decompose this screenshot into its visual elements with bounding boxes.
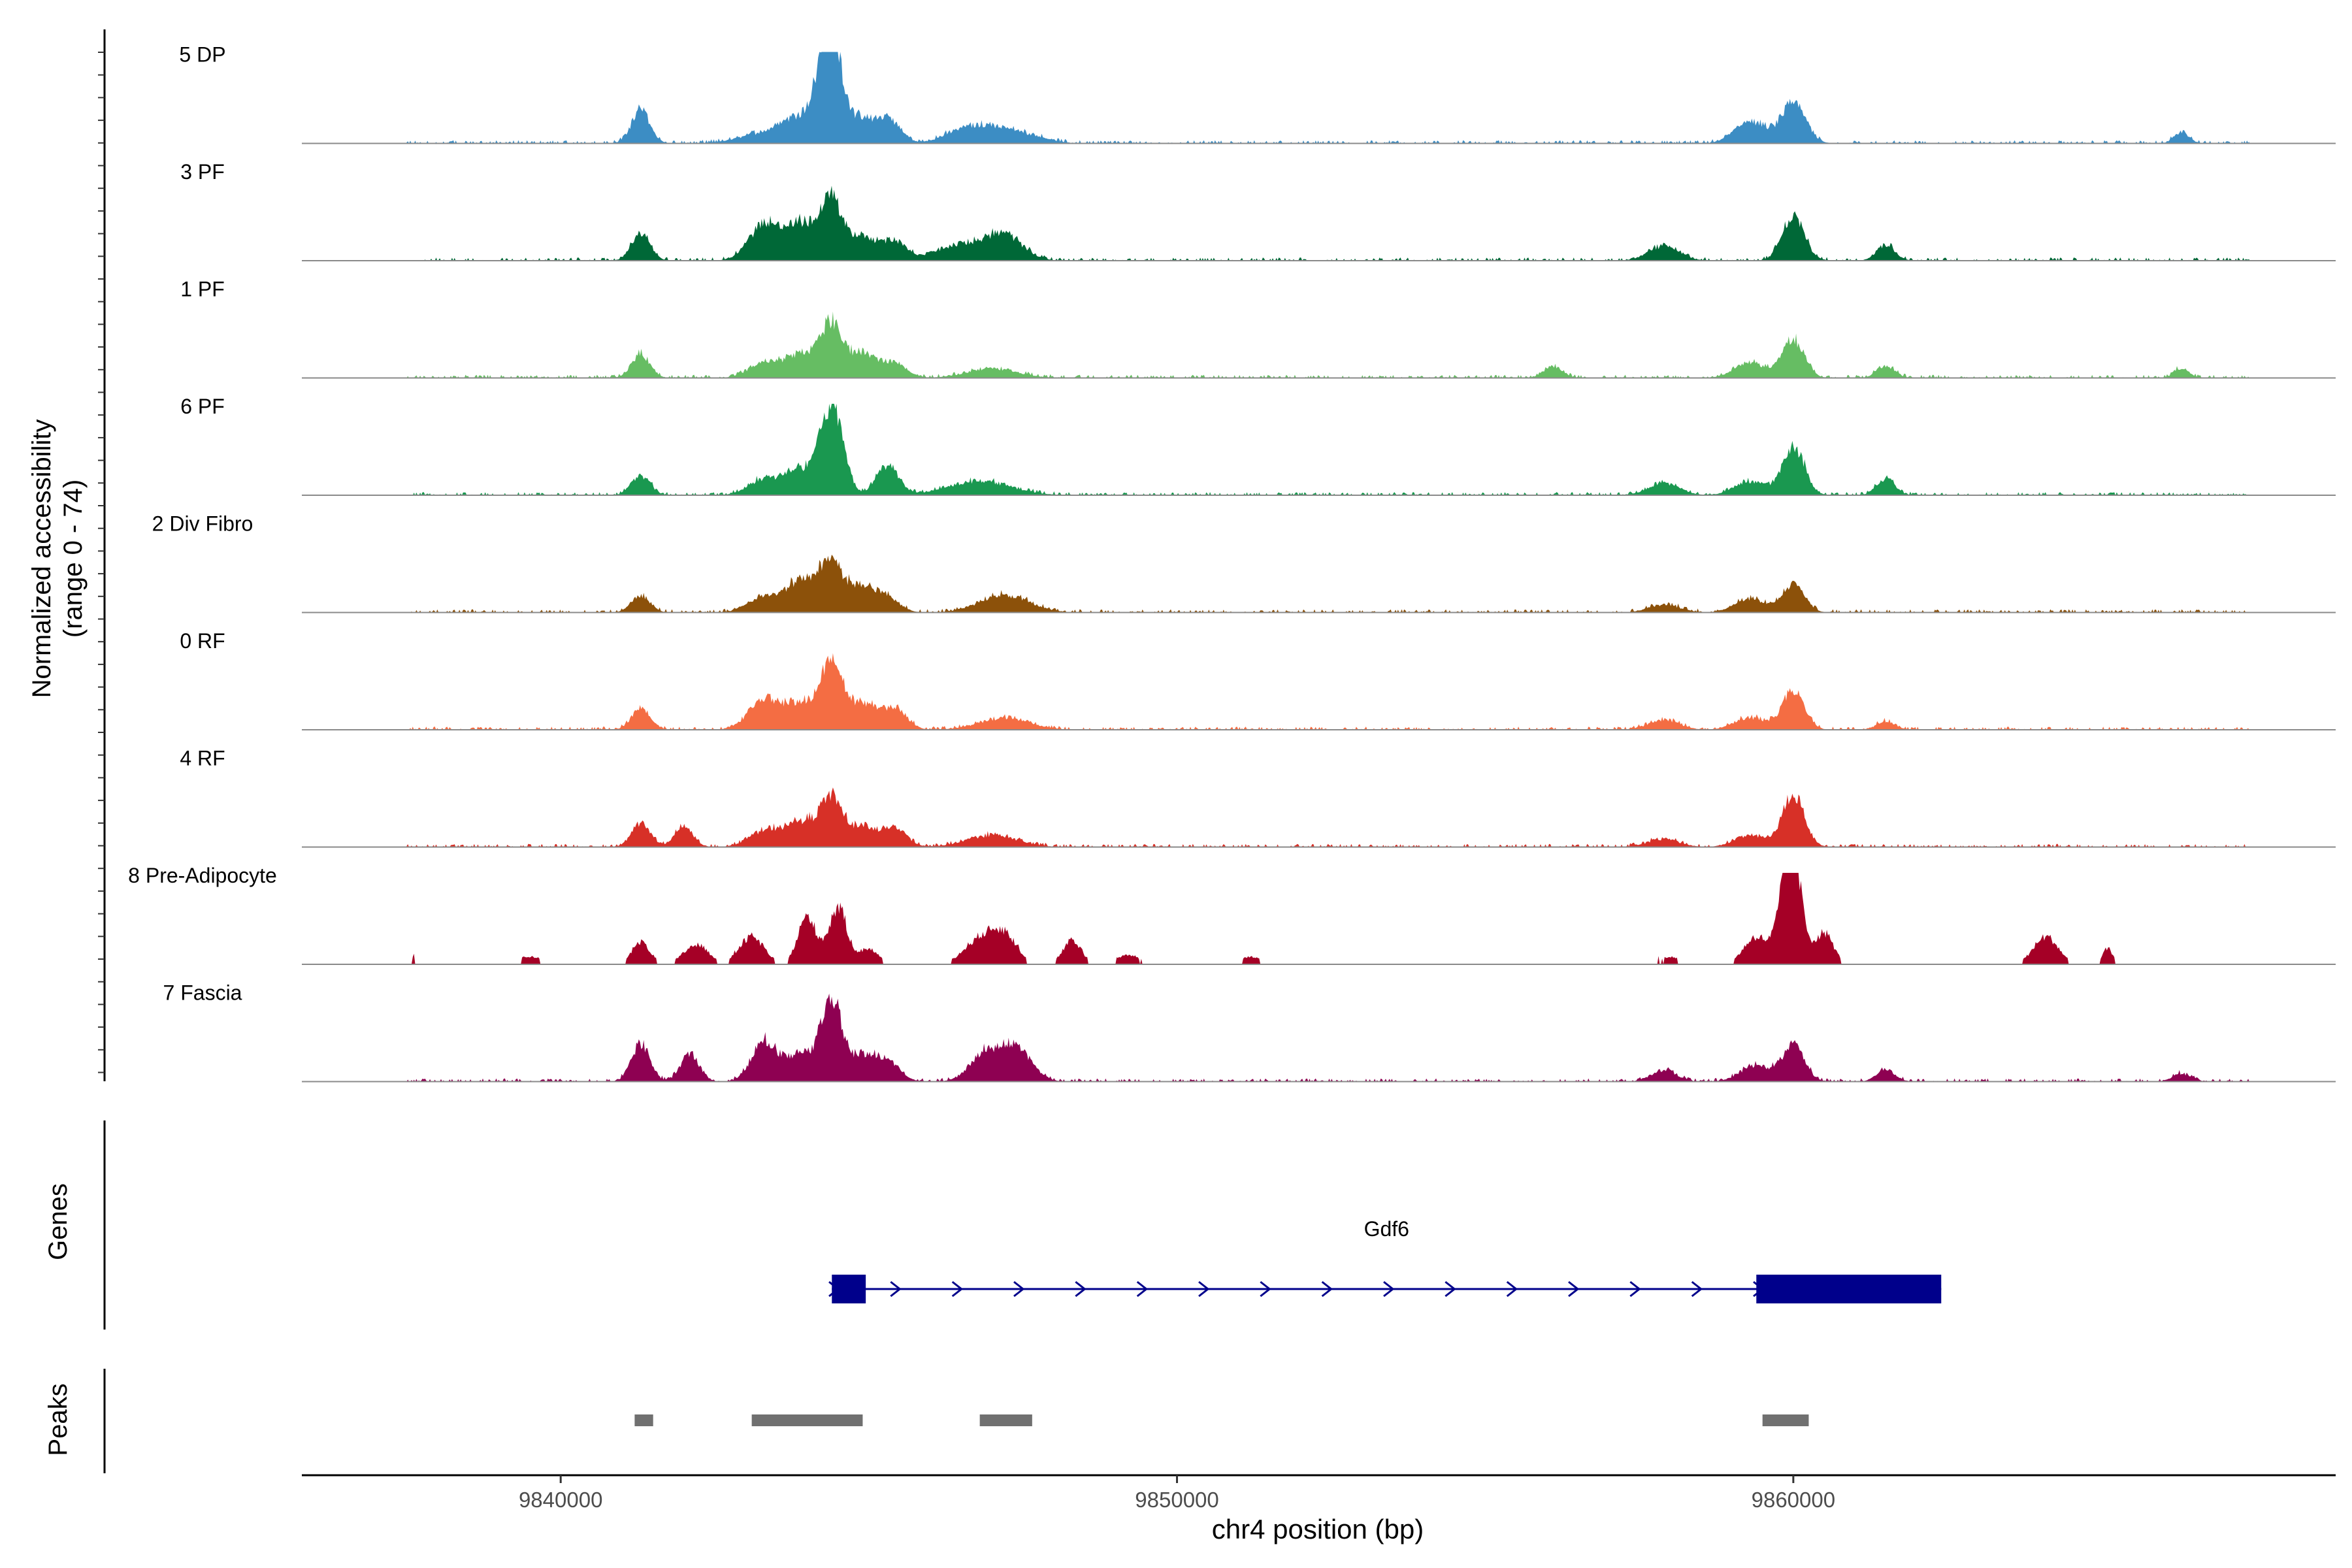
strand-arrow	[1445, 1281, 1456, 1298]
strand-arrow	[1506, 1281, 1518, 1298]
strand-arrow	[1691, 1281, 1703, 1298]
strand-arrow	[951, 1281, 964, 1298]
strand-arrow	[1013, 1281, 1025, 1298]
y-axis-label: Normalized accessibility	[27, 419, 56, 698]
genes-track-label: Genes	[44, 1183, 73, 1260]
strand-arrow	[1321, 1281, 1333, 1298]
coverage-tracks: 5 DP 3 PF 1 PF 6 PF 2 Div Fibro 0 RF 4 RF 8 Pre…	[128, 43, 2336, 1083]
peak-region	[1762, 1414, 1809, 1426]
gene-gdf6: Gdf6	[828, 1217, 1942, 1303]
track-label: 8 Pre-Adipocyte	[128, 864, 277, 887]
genes-track: Gdf6	[103, 1120, 1942, 1330]
strand-arrow	[1198, 1281, 1210, 1298]
track-label: 6 PF	[180, 395, 225, 418]
track-4-rf: 4 RF	[180, 747, 2336, 848]
track-signal	[406, 787, 2249, 847]
peak-region	[634, 1414, 653, 1426]
track-signal	[406, 311, 2249, 378]
track-7-fascia: 7 Fascia	[163, 981, 2336, 1083]
track-signal	[406, 404, 2249, 495]
y-axis	[98, 29, 106, 1081]
peaks-track-label: Peaks	[44, 1383, 73, 1456]
track-label: 4 RF	[180, 747, 225, 770]
track-label: 7 Fascia	[163, 981, 242, 1005]
x-tick-label: 9840000	[519, 1488, 602, 1512]
x-axis-label: chr4 position (bp)	[1212, 1514, 1424, 1544]
track-signal	[406, 52, 2249, 144]
track-signal	[406, 873, 2249, 964]
track-signal	[406, 555, 2249, 613]
track-signal	[406, 186, 2249, 261]
track-2-div-fibro: 2 Div Fibro	[152, 512, 2336, 613]
gene-exon	[1756, 1275, 1942, 1303]
strand-arrow	[890, 1281, 902, 1298]
track-label: 2 Div Fibro	[152, 512, 253, 536]
track-label: 0 RF	[180, 629, 225, 653]
gene-exon	[832, 1275, 866, 1303]
peak-region	[751, 1414, 863, 1426]
y-axis-range-label: (range 0 - 74)	[59, 480, 88, 638]
strand-arrow	[1383, 1281, 1395, 1298]
track-label: 3 PF	[180, 160, 225, 184]
track-6-pf: 6 PF	[180, 395, 2336, 496]
strand-arrow	[1075, 1281, 1086, 1298]
track-0-rf: 0 RF	[180, 629, 2336, 730]
strand-arrow	[1629, 1281, 1641, 1298]
peak-region	[979, 1414, 1032, 1426]
strand-arrow	[1260, 1281, 1271, 1298]
track-1-pf: 1 PF	[180, 278, 2336, 379]
strand-arrow	[1136, 1281, 1149, 1298]
track-3-pf: 3 PF	[180, 160, 2336, 261]
track-8-pre-adipocyte: 8 Pre-Adipocyte	[128, 864, 2336, 965]
track-5-dp: 5 DP	[179, 43, 2336, 144]
x-tick-label: 9850000	[1135, 1488, 1218, 1512]
strand-arrow	[1568, 1281, 1580, 1298]
track-signal	[406, 653, 2249, 730]
x-tick-label: 9860000	[1752, 1488, 1835, 1512]
gene-name-label: Gdf6	[1364, 1217, 1409, 1241]
track-signal	[406, 993, 2249, 1082]
x-axis: 9840000 9850000 9860000	[302, 1474, 2336, 1512]
peaks-track	[103, 1369, 1809, 1473]
track-label: 5 DP	[179, 43, 225, 67]
track-label: 1 PF	[180, 278, 225, 301]
